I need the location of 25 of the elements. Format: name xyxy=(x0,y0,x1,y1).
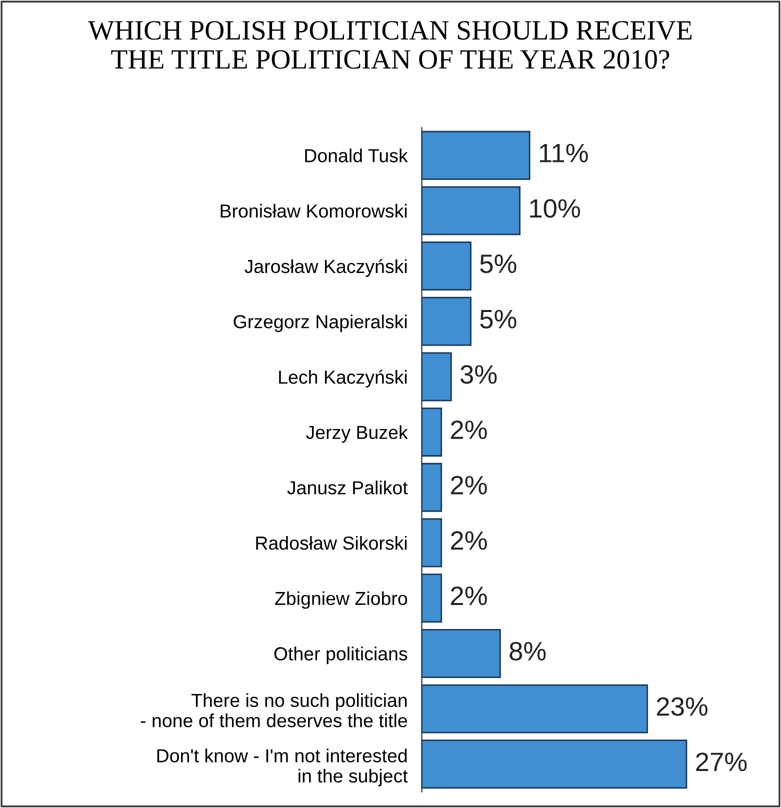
y-tick-label: Zbigniew Ziobro xyxy=(275,591,408,609)
y-tick-label: Other politicians xyxy=(274,646,408,664)
data-label: 2% xyxy=(451,586,487,606)
y-tick-label: Grzegorz Napieralski xyxy=(234,314,407,332)
y-tick-label: Radosław Sikorski xyxy=(256,536,407,550)
data-label: 8% xyxy=(510,642,546,661)
chart-title: WHICH POLISH POLITICIAN SHOULD RECEIVE THE TITLE POLITICIAN OF THE YEAR 2010? xyxy=(88,21,692,69)
data-label: 5% xyxy=(480,254,516,274)
y-tick-label: Janusz Palikot xyxy=(287,480,408,494)
data-label: 27% xyxy=(696,752,747,772)
y-tick-label: Bronisław Komorowski xyxy=(220,204,407,218)
data-label: 23% xyxy=(656,697,708,716)
y-tick-label: Don't know - I'm not interested in the subject xyxy=(157,748,408,786)
data-label: 5% xyxy=(480,310,516,328)
data-label: 10% xyxy=(530,199,580,218)
y-tick-label: Jerzy Buzek xyxy=(306,425,408,443)
data-label: 2% xyxy=(451,476,487,494)
data-label: 2% xyxy=(451,420,487,440)
y-tick-label: Jarosław Kaczyński xyxy=(244,259,407,277)
y-tick-label: Lech Kaczyński xyxy=(279,370,407,388)
data-label: 2% xyxy=(451,531,487,550)
data-label: 11% xyxy=(540,144,588,162)
y-tick-label: Donald Tusk xyxy=(305,148,408,162)
data-label: 3% xyxy=(460,365,497,384)
y-tick-label: There is no such politician - none of them deserves the title xyxy=(140,693,408,728)
